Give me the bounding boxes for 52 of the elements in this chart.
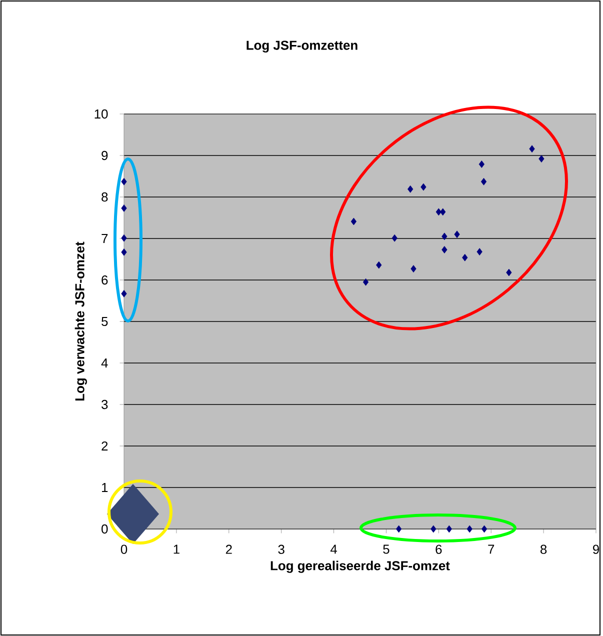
- y-tick-label: 9: [102, 150, 108, 160]
- y-tick-label: 0: [102, 524, 108, 534]
- x-tick-label: 4: [330, 544, 338, 554]
- point: [462, 254, 468, 262]
- y-tick-label: 10: [94, 109, 108, 119]
- point: [408, 185, 414, 193]
- point: [410, 265, 416, 272]
- x-tick-label: 3: [278, 544, 284, 554]
- point: [466, 525, 472, 533]
- x-axis-title: Log gerealiseerde JSF-omzet: [270, 560, 450, 573]
- x-tick-label: 2: [226, 544, 232, 554]
- point: [121, 178, 127, 186]
- x-tick-label: 6: [436, 544, 442, 554]
- point: [376, 261, 382, 269]
- point: [529, 145, 535, 153]
- y-tick-label: 7: [102, 234, 108, 243]
- x-tick-label: 1: [174, 544, 180, 554]
- point: [478, 160, 485, 168]
- point: [480, 178, 487, 186]
- point: [430, 525, 436, 533]
- point: [442, 246, 448, 254]
- point: [121, 234, 127, 242]
- point: [442, 232, 448, 240]
- point: [396, 525, 402, 533]
- x-tick-label: 5: [383, 544, 390, 554]
- point: [392, 234, 398, 242]
- y-tick-label: 6: [102, 275, 108, 285]
- x-tick-label: 7: [488, 544, 494, 554]
- chart-title: Log JSF-omzetten: [246, 40, 358, 52]
- y-axis-title: Log verwachte JSF-omzet: [74, 242, 88, 401]
- y-tick-label: 8: [102, 192, 108, 202]
- point: [121, 204, 127, 212]
- point: [446, 525, 452, 533]
- point: [121, 290, 127, 298]
- point: [506, 268, 512, 276]
- point: [350, 218, 357, 226]
- point: [121, 248, 127, 256]
- point: [482, 525, 488, 533]
- point: [440, 208, 446, 216]
- x-tick-label: 0: [120, 544, 128, 554]
- x-tick-label: 8: [540, 544, 547, 554]
- y-tick-label: 1: [102, 483, 108, 492]
- point: [362, 278, 369, 286]
- point: [454, 230, 460, 238]
- y-tick-label: 4: [101, 358, 108, 368]
- y-tick-label: 5: [102, 316, 108, 326]
- point: [538, 155, 544, 163]
- point: [476, 248, 482, 256]
- y-tick-label: 3: [102, 400, 108, 410]
- x-tick-label: 9: [593, 544, 600, 554]
- y-tick-label: 2: [102, 441, 108, 451]
- point: [420, 183, 426, 191]
